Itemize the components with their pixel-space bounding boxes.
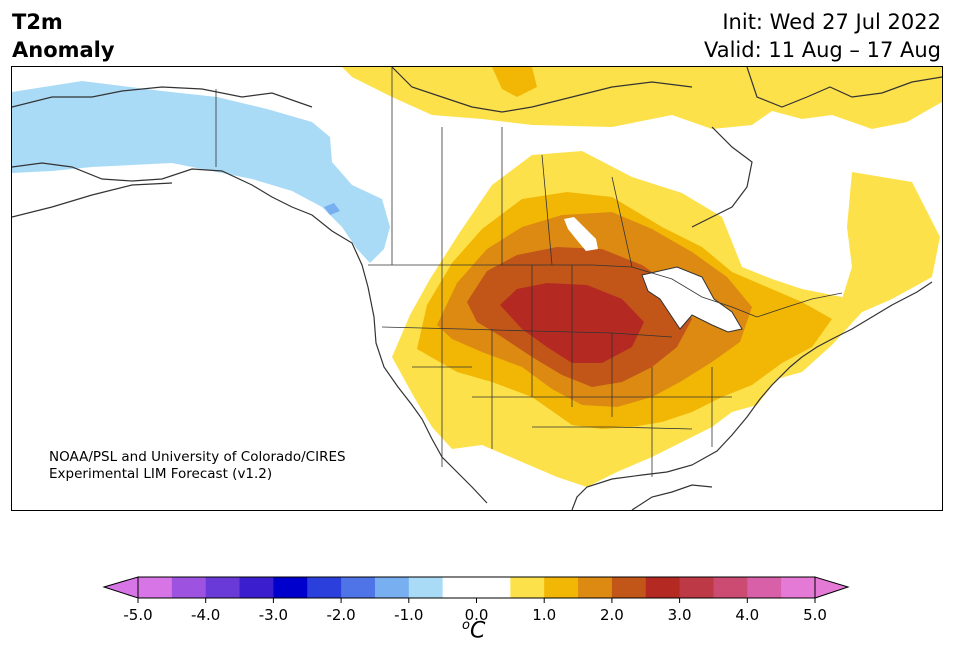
colorbar-tick-label: 4.0 [735, 606, 759, 624]
cold-anomaly-region [12, 81, 390, 263]
colorbar-tick-label: -1.0 [394, 606, 423, 624]
colorbar-tick-label: -2.0 [326, 606, 355, 624]
colorbar-cell [341, 577, 376, 598]
eastern-canada-warm [842, 172, 940, 313]
arctic-warm-patch [492, 67, 537, 97]
colorbar-cell [239, 577, 274, 598]
colorbar-tick-label: 0.0 [465, 606, 489, 624]
colorbar-cell [679, 577, 714, 598]
colorbar-tick-label: -4.0 [191, 606, 220, 624]
map-title: T2m Anomaly [12, 8, 115, 64]
colorbar-cell [713, 577, 748, 598]
forecast-dates: Init: Wed 27 Jul 2022 Valid: 11 Aug – 17… [704, 8, 941, 64]
valid-date: Valid: 11 Aug – 17 Aug [703, 38, 941, 62]
cold-anomaly-core [324, 203, 340, 215]
colorbar-tick-label: 2.0 [600, 606, 624, 624]
colorbar-cell [171, 577, 207, 598]
colorbar-cell [645, 577, 681, 598]
colorbar-unit-label: oC [462, 618, 485, 643]
colorbar-cell [138, 577, 173, 598]
degree-superscript: o [462, 618, 470, 633]
colorbar-max-arrow [814, 576, 850, 599]
colorbar-cell [374, 577, 410, 598]
colorbar: -5.0 -4.0 -3.0 -2.0 -1.0 0.0 1.0 2.0 3.0 4.0 5.0 [102, 576, 850, 624]
colorbar-tick-label: -5.0 [123, 606, 152, 624]
colorbar-cell [510, 577, 545, 598]
colorbar-cell [476, 577, 511, 598]
colorbar-cell [578, 577, 613, 598]
init-date: Init: Wed 27 Jul 2022 [722, 10, 941, 34]
colorbar-cell [747, 577, 782, 598]
colorbar-cell [781, 577, 816, 598]
credit-line-institution: NOAA/PSL and University of Colorado/CIRE… [49, 449, 346, 465]
colorbar-tick-label: 1.0 [532, 606, 556, 624]
colorbar-cell [273, 577, 308, 598]
colorbar-ticks: -5.0 -4.0 -3.0 -2.0 -1.0 0.0 1.0 2.0 3.0 4.0 5.0 [123, 598, 827, 624]
colorbar-cell [408, 577, 444, 598]
colorbar-cell [442, 577, 477, 598]
unit-letter: C [469, 618, 486, 644]
title-line-anomaly: Anomaly [12, 38, 115, 62]
colorbar-tick-label: 5.0 [803, 606, 827, 624]
colorbar-tick-label: -3.0 [259, 606, 288, 624]
colorbar-cell [205, 577, 241, 598]
colorbar-cell [611, 577, 647, 598]
coastlines [12, 67, 942, 510]
great-lakes [641, 266, 743, 333]
colorbar-cell [544, 577, 579, 598]
map-panel [11, 66, 943, 511]
political-borders [215, 67, 843, 477]
title-line-variable: T2m [12, 10, 63, 34]
anomaly-map [12, 67, 942, 510]
colorbar-cell [307, 577, 342, 598]
forecast-credit: NOAA/PSL and University of Colorado/CIRE… [49, 449, 346, 483]
colorbar-tick-label: 3.0 [668, 606, 692, 624]
colorbar-cells [138, 577, 816, 598]
lake-winnipeg [564, 217, 598, 251]
arctic-warm-region [342, 67, 942, 129]
credit-line-model: Experimental LIM Forecast (v1.2) [49, 466, 273, 482]
colorbar-min-arrow [102, 576, 139, 599]
